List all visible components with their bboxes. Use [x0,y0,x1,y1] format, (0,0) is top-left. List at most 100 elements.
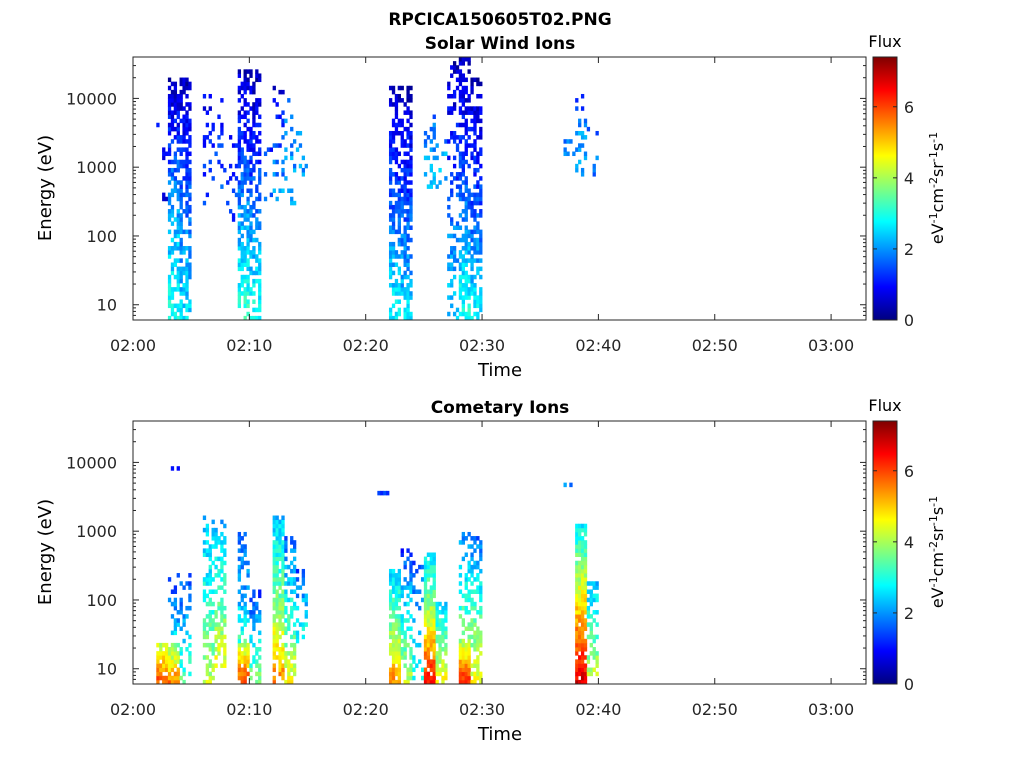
heatmap-cell [406,106,410,111]
heatmap-cell [243,69,247,74]
heatmap-cell [272,556,276,562]
heatmap-cell [578,531,582,537]
heatmap-cell [246,102,250,107]
heatmap-cell [409,568,413,574]
heatmap-cell [467,663,471,668]
heatmap-cell [272,642,276,648]
heatmap-cell [458,589,463,594]
heatmap-cell [208,614,212,619]
heatmap-cell [406,667,410,673]
heatmap-cell [394,573,399,578]
heatmap-cell [455,258,460,263]
heatmap-cell [409,180,413,185]
heatmap-cell [246,200,250,206]
heatmap-cell [409,577,413,582]
heatmap-cell [179,626,183,631]
heatmap-cell [575,552,579,558]
heatmap-cell [429,180,433,185]
heatmap-cell [461,246,465,251]
heatmap-cell [423,564,428,570]
heatmap-cell [391,250,396,255]
heatmap-cell [243,647,247,652]
heatmap-cell [263,196,268,202]
heatmap-cell [237,118,242,124]
heatmap-cell [479,93,483,99]
heatmap-cell [240,671,244,677]
heatmap-cell [470,274,474,280]
heatmap-cell [388,250,393,255]
heatmap-cell [423,614,428,619]
heatmap-cell [589,593,593,599]
heatmap-cell [252,270,256,276]
heatmap-cell [403,159,407,165]
heatmap-cell [589,630,593,636]
heatmap-cell [444,647,448,652]
heatmap-cell [292,589,297,594]
heatmap-cell [182,229,186,235]
heatmap-cell [237,110,242,115]
heatmap-cell [438,642,442,648]
heatmap-cell [249,614,253,619]
heatmap-cell [275,614,279,619]
heatmap-cell [275,531,279,537]
heatmap-cell [578,679,582,685]
heatmap-cell [435,663,439,668]
heatmap-cell [580,642,585,648]
heatmap-cell [397,655,401,660]
heatmap-cell [391,568,396,574]
heatmap-cell [589,601,593,607]
heatmap-cell [188,671,192,677]
heatmap-cell [281,560,285,566]
heatmap-cell [170,176,175,181]
heatmap-cell [167,93,172,99]
heatmap-cell [208,552,212,558]
heatmap-cell [179,77,183,83]
heatmap-cell [583,642,588,648]
heatmap-cell [205,630,210,636]
heatmap-cell [304,614,308,619]
colorbar-tick-label: 6 [904,462,914,481]
heatmap-cell [176,258,180,263]
heatmap-cell [391,667,396,673]
heatmap-cell [292,630,297,636]
heatmap-cell [173,110,178,115]
heatmap-cell [278,667,282,673]
heatmap-cell [205,531,210,537]
heatmap-cell [281,564,285,570]
heatmap-cell [406,217,410,222]
heatmap-cell [287,667,291,673]
heatmap-cell [167,196,172,202]
heatmap-cell [406,610,410,615]
heatmap-cell [470,209,474,214]
x-axis-label: Time [477,724,522,745]
panel-solar-wind: Solar Wind Ions 02:00 02:10 02:20 02:30 02:4… [35,32,947,381]
heatmap-cell [234,163,239,169]
heatmap-cell [170,139,175,144]
heatmap-cell [243,246,247,251]
heatmap-cell [156,671,160,677]
heatmap-cell [243,642,247,648]
heatmap-cell [284,573,288,578]
heatmap-cell [252,299,256,304]
heatmap-cell [272,515,276,521]
heatmap-cell [426,577,431,582]
heatmap-cell [578,589,582,594]
heatmap-cell [458,81,463,87]
heatmap-cell [185,77,189,83]
heatmap-cell [237,85,242,91]
heatmap-cell [179,221,183,226]
heatmap-cell [258,114,262,120]
heatmap-cell [435,601,439,607]
heatmap-cell [432,614,436,619]
heatmap-cell [432,130,436,136]
heatmap-cell [252,659,256,664]
heatmap-cell [243,601,247,607]
heatmap-cell [202,642,207,648]
heatmap-cell [170,295,175,300]
heatmap-cell [202,527,207,533]
heatmap-cell [452,311,457,317]
heatmap-cell [429,605,433,611]
heatmap-cell [397,618,401,623]
